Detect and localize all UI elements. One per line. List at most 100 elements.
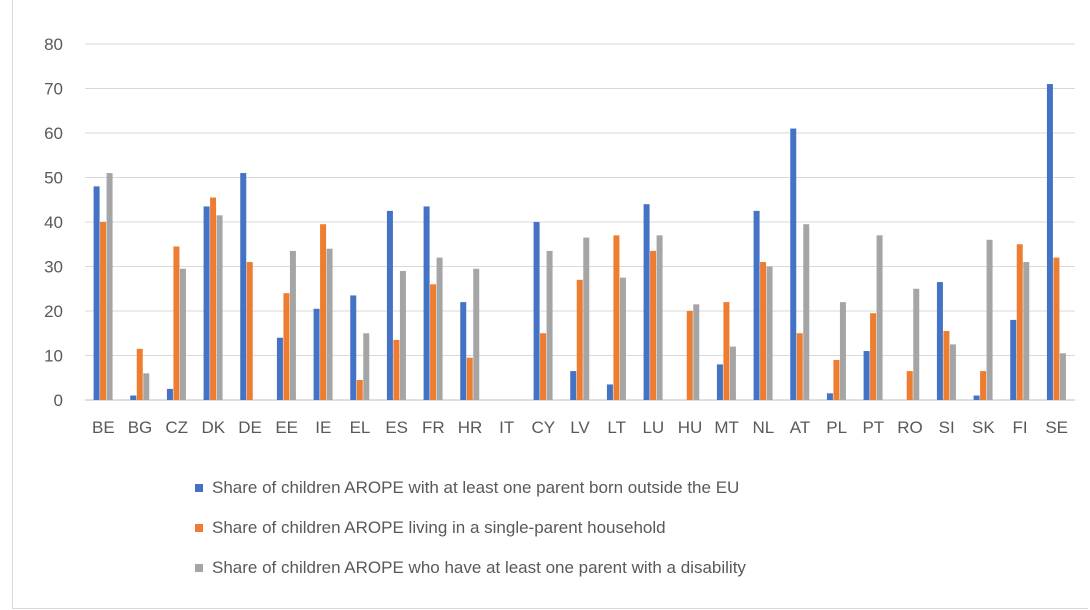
y-tick-label: 10: [44, 347, 63, 366]
legend-swatch-gray: [195, 564, 203, 572]
bar-el-series-2: [356, 379, 363, 400]
bar-sk-series-3: [986, 239, 993, 400]
bar-lt-series-2: [613, 235, 620, 400]
x-tick-label: LU: [642, 418, 664, 437]
legend-swatch-blue: [195, 484, 203, 492]
x-tick-label: RO: [897, 418, 923, 437]
bar-cy-series-3: [546, 250, 553, 400]
x-tick-label: SK: [972, 418, 995, 437]
bar-lu-series-2: [650, 250, 657, 400]
bar-be-series-1: [93, 186, 100, 400]
y-tick-label: 70: [44, 80, 63, 99]
bar-fr-series-3: [436, 257, 443, 400]
bar-pl-series-3: [839, 302, 846, 400]
bar-at-series-1: [790, 128, 797, 401]
bar-es-series-1: [386, 210, 393, 401]
bar-de-series-1: [240, 173, 247, 400]
x-tick-label: MT: [714, 418, 739, 437]
bar-pl-series-1: [826, 393, 833, 400]
bar-nl-series-3: [766, 266, 773, 400]
bar-es-series-2: [393, 339, 400, 400]
bar-chart: 0 10 20 30 40 50 60 70 80 BE BG CZ DK DE EE IE EL ES FR HR…: [44, 35, 1075, 437]
x-tick-label: EL: [350, 418, 371, 437]
y-tick-label: 60: [44, 124, 63, 143]
bar-mt-series-3: [729, 346, 736, 400]
bar-bg-series-2: [136, 348, 143, 400]
x-tick-label: CY: [532, 418, 556, 437]
bar-ie-series-3: [326, 248, 333, 400]
x-tick-label: IT: [499, 418, 514, 437]
bar-sk-series-1: [973, 395, 980, 400]
bar-lv-series-2: [576, 279, 583, 400]
y-tick-label: 80: [44, 35, 63, 54]
bar-lu-series-1: [643, 204, 650, 400]
y-axis: 0 10 20 30 40 50 60 70 80: [44, 35, 63, 410]
bar-fi-series-2: [1016, 244, 1023, 400]
y-tick-label: 0: [54, 391, 63, 410]
bar-de-series-2: [246, 262, 253, 400]
x-tick-label: CZ: [165, 418, 188, 437]
bar-cy-series-2: [540, 333, 547, 400]
bar-el-series-3: [363, 333, 370, 400]
bar-pt-series-2: [870, 313, 877, 400]
x-tick-label: IE: [315, 418, 331, 437]
bar-hr-series-1: [460, 302, 467, 400]
y-tick-label: 40: [44, 213, 63, 232]
bar-hu-series-3: [693, 304, 700, 400]
bar-pt-series-3: [876, 235, 883, 400]
bar-hr-series-3: [473, 268, 480, 400]
bar-lu-series-3: [656, 235, 663, 400]
bar-cy-series-1: [533, 222, 540, 400]
x-tick-label: BG: [128, 418, 153, 437]
bar-cz-series-3: [179, 268, 186, 400]
legend-item-parent-disability: Share of children AROPE who have at leas…: [195, 548, 746, 588]
bar-lv-series-1: [570, 371, 577, 400]
bar-bg-series-1: [130, 395, 137, 400]
bar-fr-series-1: [423, 206, 430, 400]
bar-ie-series-1: [313, 308, 320, 400]
bar-at-series-2: [796, 333, 803, 400]
bar-fi-series-1: [1010, 319, 1017, 400]
bar-ro-series-2: [906, 371, 913, 400]
x-tick-label: PT: [862, 418, 884, 437]
x-tick-label: SE: [1045, 418, 1068, 437]
bar-bg-series-3: [143, 373, 150, 400]
y-tick-label: 50: [44, 169, 63, 188]
legend-swatch-orange: [195, 524, 203, 532]
bar-mt-series-2: [723, 302, 730, 400]
bar-ee-series-1: [276, 337, 283, 400]
bar-se-series-3: [1059, 353, 1066, 400]
x-tick-label: FR: [422, 418, 445, 437]
bar-se-series-2: [1053, 257, 1060, 400]
x-tick-label: PL: [826, 418, 847, 437]
bar-at-series-3: [803, 224, 810, 400]
bar-be-series-2: [100, 222, 107, 400]
bar-ie-series-2: [320, 224, 327, 400]
bar-lv-series-3: [583, 237, 590, 400]
bar-si-series-1: [936, 282, 943, 400]
y-tick-label: 20: [44, 302, 63, 321]
x-axis: BE BG CZ DK DE EE IE EL ES FR HR IT CY LV LT LU HU MT NL AT…: [92, 418, 1068, 437]
bar-se-series-1: [1046, 84, 1053, 401]
x-tick-label: ES: [385, 418, 408, 437]
x-tick-label: HR: [458, 418, 483, 437]
x-tick-label: EE: [275, 418, 298, 437]
bar-dk-series-2: [210, 197, 217, 400]
x-tick-label: DK: [202, 418, 226, 437]
bar-pt-series-1: [863, 351, 870, 400]
chart-frame: [12, 0, 1088, 609]
legend-item-parent-born-outside-eu: Share of children AROPE with at least on…: [195, 468, 746, 508]
bar-mt-series-1: [716, 364, 723, 400]
x-tick-label: DE: [238, 418, 262, 437]
bar-nl-series-2: [760, 262, 767, 400]
x-tick-label: LT: [607, 418, 626, 437]
x-tick-label: LV: [570, 418, 590, 437]
x-tick-label: FI: [1012, 418, 1027, 437]
bar-fr-series-2: [430, 284, 437, 400]
bar-hu-series-2: [686, 311, 693, 400]
bar-dk-series-1: [203, 206, 210, 400]
legend-label: Share of children AROPE living in a sing…: [212, 518, 666, 537]
legend-label: Share of children AROPE who have at leas…: [212, 558, 746, 577]
x-tick-label: AT: [790, 418, 810, 437]
bar-sk-series-2: [980, 371, 987, 400]
